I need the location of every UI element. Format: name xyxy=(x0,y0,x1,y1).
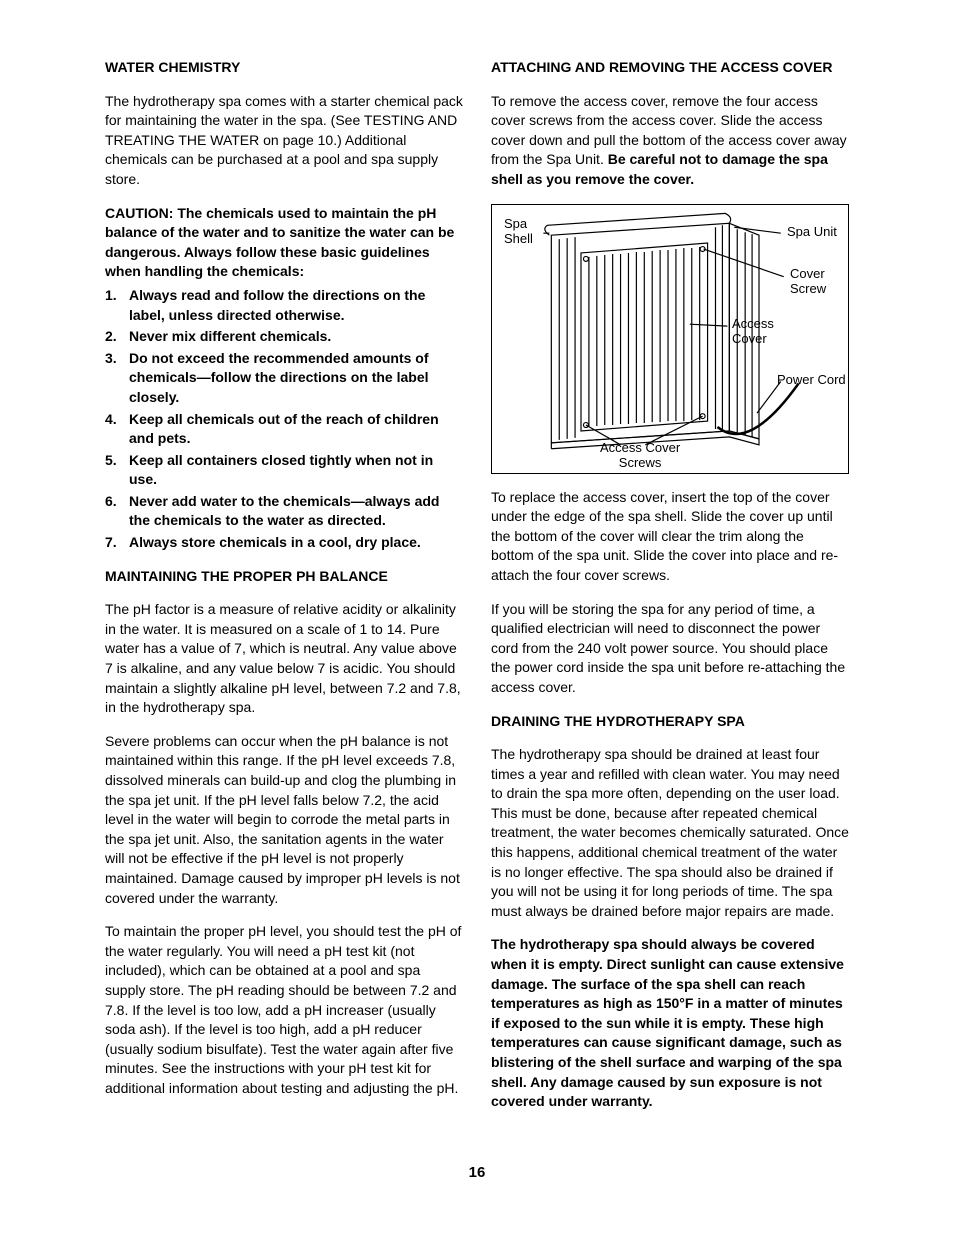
columns-container: WATER CHEMISTRY The hydrotherapy spa com… xyxy=(105,58,849,1126)
rule-item: 7.Always store chemicals in a cool, dry … xyxy=(129,533,463,553)
right-column: ATTACHING AND REMOVING THE ACCESS COVER … xyxy=(491,58,849,1126)
para-sun-warning: The hydrotherapy spa should always be co… xyxy=(491,935,849,1111)
heading-draining: DRAINING THE HYDROTHERAPY SPA xyxy=(491,712,849,732)
para-ph-problems: Severe problems can occur when the pH ba… xyxy=(105,732,463,908)
para-replace-cover: To replace the access cover, insert the … xyxy=(491,488,849,586)
heading-access-cover: ATTACHING AND REMOVING THE ACCESS COVER xyxy=(491,58,849,78)
left-column: WATER CHEMISTRY The hydrotherapy spa com… xyxy=(105,58,463,1126)
page-number: 16 xyxy=(105,1162,849,1183)
rule-item: 3.Do not exceed the recommended amounts … xyxy=(129,349,463,408)
label-cover-screw: Cover Screw xyxy=(790,267,826,297)
access-cover-diagram: Spa Shell Spa Unit Cover Screw Access Co… xyxy=(491,204,849,474)
para-remove-cover: To remove the access cover, remove the f… xyxy=(491,92,849,190)
para-ph-explain: The pH factor is a measure of relative a… xyxy=(105,600,463,718)
caution-rules-list: 1.Always read and follow the directions … xyxy=(105,286,463,553)
heading-water-chemistry: WATER CHEMISTRY xyxy=(105,58,463,78)
label-power-cord: Power Cord xyxy=(777,373,846,388)
rule-item: 4.Keep all chemicals out of the reach of… xyxy=(129,410,463,449)
para-intro: The hydrotherapy spa comes with a starte… xyxy=(105,92,463,190)
para-draining: The hydrotherapy spa should be drained a… xyxy=(491,745,849,921)
label-spa-unit: Spa Unit xyxy=(787,225,837,240)
heading-ph-balance: MAINTAINING THE PROPER PH BALANCE xyxy=(105,567,463,587)
rule-item: 5.Keep all containers closed tightly whe… xyxy=(129,451,463,490)
diagram-svg xyxy=(492,205,848,473)
para-ph-maintain: To maintain the proper pH level, you sho… xyxy=(105,922,463,1098)
rule-item: 2.Never mix different chemicals. xyxy=(129,327,463,347)
label-access-cover-screws: Access Cover Screws xyxy=(600,441,680,471)
rule-item: 6.Never add water to the chemicals—alway… xyxy=(129,492,463,531)
label-access-cover: Access Cover xyxy=(732,317,774,347)
label-spa-shell: Spa Shell xyxy=(504,217,533,247)
rule-item: 1.Always read and follow the directions … xyxy=(129,286,463,325)
para-storing: If you will be storing the spa for any p… xyxy=(491,600,849,698)
caution-intro: CAUTION: The chemicals used to maintain … xyxy=(105,204,463,282)
